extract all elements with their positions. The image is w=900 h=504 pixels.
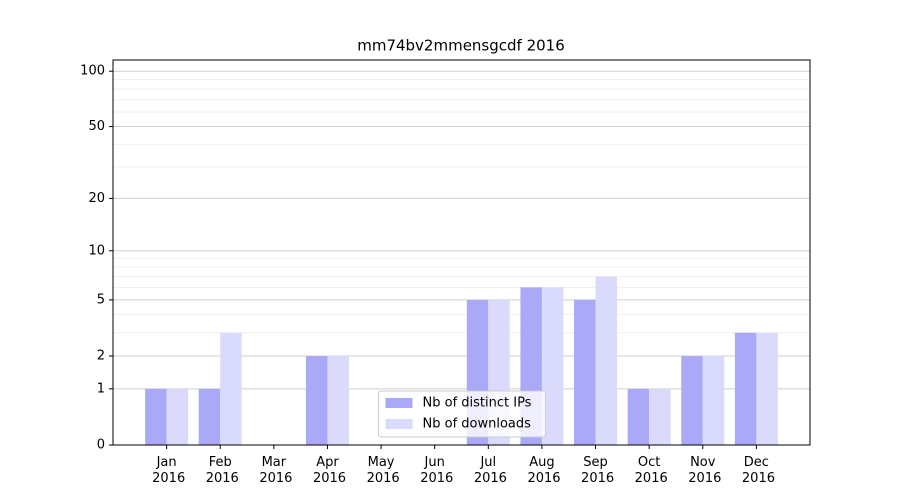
y-tick-label: 1 — [97, 381, 105, 396]
x-tick-label: Jan 2016 — [148, 455, 185, 486]
bar — [649, 388, 671, 445]
bar — [595, 276, 618, 445]
legend-box — [378, 390, 546, 438]
y-tick-label: 10 — [88, 243, 105, 258]
x-tick-label: Mar 2016 — [255, 455, 292, 486]
plot-frame — [112, 59, 811, 446]
y-tick-label: 50 — [88, 119, 105, 134]
bar — [166, 388, 189, 445]
y-tick-label: 20 — [88, 191, 105, 206]
x-tick-label: Nov 2016 — [684, 455, 721, 486]
bar — [681, 356, 703, 445]
chart-title: mm74bv2mmensgcdf 2016 — [357, 37, 565, 55]
x-tick-label: Jun 2016 — [416, 455, 453, 486]
x-tick-label: Jul 2016 — [470, 455, 507, 486]
bar — [734, 332, 757, 445]
bar — [305, 356, 328, 445]
bar — [702, 356, 725, 445]
legend-swatch — [385, 398, 413, 408]
bar — [574, 299, 596, 445]
bar — [220, 332, 242, 445]
legend-label: Nb of downloads — [423, 417, 532, 432]
bar — [541, 287, 564, 445]
y-tick-label: 5 — [97, 292, 105, 307]
bar — [327, 356, 349, 445]
x-tick-label: Dec 2016 — [738, 455, 775, 486]
bar — [198, 388, 221, 445]
legend-swatch — [385, 419, 413, 429]
legend-label: Nb of distinct IPs — [423, 396, 532, 411]
x-tick-label: Aug 2016 — [523, 455, 560, 486]
x-tick-label: May 2016 — [362, 455, 399, 486]
y-tick-label: 100 — [80, 64, 105, 79]
x-tick-label: Sep 2016 — [577, 455, 614, 486]
bar — [756, 332, 778, 445]
y-tick-label: 2 — [97, 349, 105, 364]
x-tick-label: Apr 2016 — [309, 455, 346, 486]
y-tick-label: 0 — [97, 438, 105, 453]
x-tick-label: Oct 2016 — [631, 455, 668, 486]
bar — [627, 388, 650, 445]
x-tick-label: Feb 2016 — [202, 455, 239, 486]
bar — [145, 388, 167, 445]
